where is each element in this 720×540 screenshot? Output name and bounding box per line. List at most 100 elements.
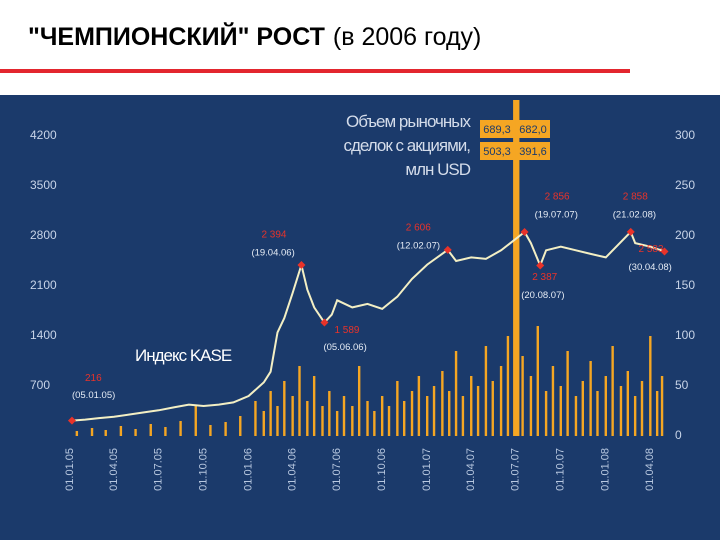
volume-bar xyxy=(328,391,331,436)
volume-bar xyxy=(461,396,465,436)
volume-bar xyxy=(224,422,227,436)
annotation-value: 2 858 xyxy=(623,191,648,202)
volume-bar xyxy=(559,386,562,436)
callout-label: 682,0 xyxy=(519,124,547,136)
x-tick-label: 01.04.06 xyxy=(287,448,299,491)
y2-tick-label: 300 xyxy=(675,128,695,142)
x-tick-label: 01.07.05 xyxy=(152,448,164,491)
annotation-value: 216 xyxy=(85,373,102,384)
x-tick-label: 01.04.08 xyxy=(644,448,656,491)
callout-label: 391,6 xyxy=(519,146,547,158)
volume-bar xyxy=(179,421,182,436)
volume-bar xyxy=(410,391,414,436)
volume-bar xyxy=(529,376,533,436)
volume-bar xyxy=(134,429,137,436)
x-tick-label: 01.07.07 xyxy=(510,448,522,491)
volume-bar xyxy=(515,100,518,436)
volume-bar xyxy=(596,391,599,436)
volume-bar xyxy=(209,425,212,436)
volume-bar xyxy=(589,361,592,436)
title-main: "ЧЕМПИОНСКИЙ" РОСТ xyxy=(28,21,325,51)
volume-bar xyxy=(380,396,384,436)
annotation-value: 2 387 xyxy=(532,272,557,283)
volume-bar xyxy=(164,427,167,436)
volume-bar xyxy=(514,100,517,436)
volume-bar xyxy=(448,391,451,436)
volume-bar xyxy=(357,366,361,436)
annotation-value: 2 394 xyxy=(261,230,286,241)
volume-bar xyxy=(254,401,257,436)
y-tick-label: 700 xyxy=(30,378,50,392)
volume-bar xyxy=(619,386,623,436)
volume-bar xyxy=(611,346,614,436)
y-tick-label: 2100 xyxy=(30,278,57,292)
bars xyxy=(75,100,664,437)
volume-bar xyxy=(417,376,421,436)
annotation-date: (05.06.06) xyxy=(323,342,366,353)
annotation-date: (19.04.06) xyxy=(251,248,294,259)
volume-bar xyxy=(649,336,652,436)
callout-label: 689,3 xyxy=(483,124,511,136)
volume-bar xyxy=(298,366,301,436)
volume-bar xyxy=(269,391,272,436)
volume-bar xyxy=(306,401,309,436)
peak-marker xyxy=(536,261,545,270)
volume-bar xyxy=(470,376,473,436)
volume-bar xyxy=(506,336,510,436)
peak-marker xyxy=(443,245,452,254)
peak-marker xyxy=(520,228,529,236)
x-tick-label: 01.01.05 xyxy=(64,448,76,491)
annotation-date: (19.07.07) xyxy=(535,210,578,221)
callout-cell xyxy=(516,120,550,138)
volume-bar xyxy=(119,426,123,436)
annotation-date: (12.02.07) xyxy=(397,240,440,251)
volume-bar xyxy=(149,424,152,436)
volume-bar xyxy=(544,391,548,436)
volume-bar xyxy=(342,396,346,436)
callout-cell xyxy=(480,142,514,160)
y-tick-label: 2800 xyxy=(30,228,57,242)
volume-bar xyxy=(581,381,584,436)
y2-tick-label: 250 xyxy=(675,178,695,192)
annotation-date: (30.04.08) xyxy=(629,262,672,273)
y2-tick-label: 0 xyxy=(675,428,682,442)
volume-bar xyxy=(640,381,644,436)
volume-bar xyxy=(633,396,637,436)
title-sub: (в 2006 году) xyxy=(333,23,481,51)
volume-bar xyxy=(276,406,279,436)
x-tick-label: 01.10.05 xyxy=(197,448,209,491)
volume-bar xyxy=(574,396,578,436)
annotation-value: 1 589 xyxy=(334,325,359,336)
volume-bar xyxy=(517,100,520,437)
annotation-date: (20.08.07) xyxy=(521,290,564,301)
annotation-value: 2 606 xyxy=(406,222,431,233)
x-tick-label: 01.10.07 xyxy=(555,448,567,491)
callout-label: 503,3 xyxy=(483,146,511,158)
volume-bar xyxy=(491,381,494,436)
y2-tick-label: 150 xyxy=(675,278,695,292)
y-tick-label: 4200 xyxy=(30,128,57,142)
legend-line: Индекс KASE xyxy=(135,346,232,365)
callout-cell xyxy=(480,120,514,138)
annotation-date: (21.02.08) xyxy=(613,209,656,220)
peak-marker xyxy=(660,247,669,256)
chart-panel xyxy=(0,95,720,540)
volume-bar xyxy=(239,416,242,436)
y-tick-label: 1400 xyxy=(30,328,57,342)
volume-bar xyxy=(402,401,406,436)
volume-bar xyxy=(321,406,324,436)
volume-bar xyxy=(283,381,286,436)
volume-bar xyxy=(425,396,429,436)
volume-bar xyxy=(432,386,436,436)
volume-bar xyxy=(655,391,659,436)
volume-bar xyxy=(104,430,107,436)
volume-bar xyxy=(536,326,539,436)
x-tick-label: 01.10.06 xyxy=(376,448,388,491)
volume-bar xyxy=(194,406,197,436)
volume-bar xyxy=(626,371,630,436)
title: "ЧЕМПИОНСКИЙ" РОСТ (в 2006 году) xyxy=(28,21,481,51)
volume-bar xyxy=(387,406,391,436)
y2-tick-label: 200 xyxy=(675,228,695,242)
volume-bar xyxy=(660,376,664,436)
